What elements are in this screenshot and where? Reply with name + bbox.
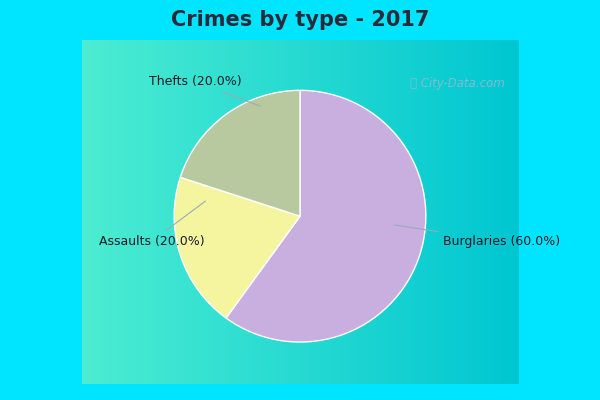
Text: ⓘ City-Data.com: ⓘ City-Data.com bbox=[410, 77, 505, 90]
Wedge shape bbox=[181, 90, 300, 216]
Text: Assaults (20.0%): Assaults (20.0%) bbox=[98, 201, 205, 248]
Text: Burglaries (60.0%): Burglaries (60.0%) bbox=[395, 225, 560, 248]
Text: Crimes by type - 2017: Crimes by type - 2017 bbox=[171, 10, 429, 30]
Wedge shape bbox=[174, 177, 300, 318]
Wedge shape bbox=[226, 90, 426, 342]
Text: Thefts (20.0%): Thefts (20.0%) bbox=[149, 76, 260, 106]
